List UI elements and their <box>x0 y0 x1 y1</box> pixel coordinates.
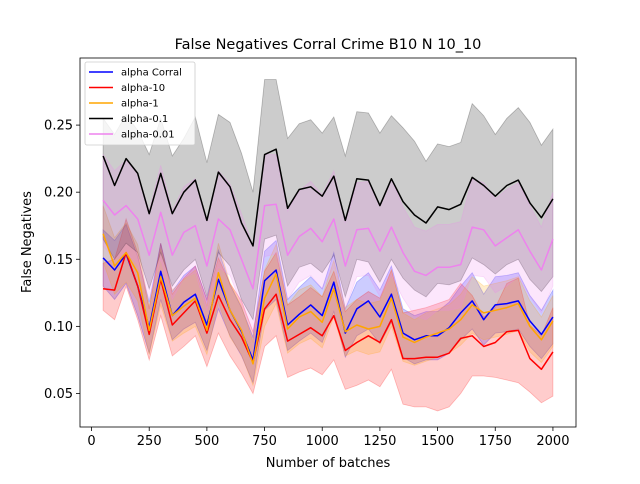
x-tick-label: 500 <box>194 434 219 449</box>
line-series-1 <box>103 251 554 371</box>
y-tick-label: 0.25 <box>44 119 73 134</box>
x-tick-label: 1500 <box>421 434 454 449</box>
band-series-3 <box>102 79 554 321</box>
legend-label-0: alpha Corral <box>121 68 182 79</box>
legend-frame <box>84 61 196 146</box>
band-series-2 <box>102 205 554 387</box>
band-series-1 <box>102 217 554 412</box>
y-tick-label: 0.05 <box>44 387 73 402</box>
chart-title: False Negatives Corral Crime B10 N 10_10 <box>175 37 482 53</box>
y-tick-label: 0.20 <box>44 186 73 201</box>
confidence-bands <box>102 79 554 412</box>
y-axis-label: False Negatives <box>20 191 35 293</box>
x-tick-label: 0 <box>87 434 95 449</box>
series-lines <box>102 148 554 371</box>
line-series-2 <box>102 233 554 365</box>
x-tick-label: 250 <box>137 434 162 449</box>
x-tick-label: 1250 <box>363 434 396 449</box>
line-series-4 <box>102 199 554 290</box>
x-tick-label: 1000 <box>306 434 339 449</box>
y-tick-label: 0.10 <box>44 320 73 335</box>
x-axis-ticks: 0 250 500 750 1000 1250 1500 1750 2000 <box>87 427 569 449</box>
legend-label-3: alpha-0.1 <box>121 114 168 125</box>
x-tick-label: 2000 <box>536 434 569 449</box>
line-series-0 <box>102 253 554 361</box>
legend-label-2: alpha-1 <box>121 99 159 110</box>
legend: alpha Corral alpha-10 alpha-1 alpha-0.1 alph… <box>84 61 196 146</box>
x-tick-label: 1750 <box>479 434 512 449</box>
legend-label-4: alpha-0.01 <box>121 130 175 141</box>
y-tick-label: 0.15 <box>44 253 73 268</box>
line-series-3 <box>102 148 554 247</box>
legend-label-1: alpha-10 <box>121 83 165 94</box>
y-axis-ticks: 0.05 0.10 0.15 0.20 0.25 <box>44 119 80 402</box>
x-tick-label: 750 <box>252 434 277 449</box>
x-axis-label: Number of batches <box>266 456 391 471</box>
plot-area <box>79 57 577 428</box>
